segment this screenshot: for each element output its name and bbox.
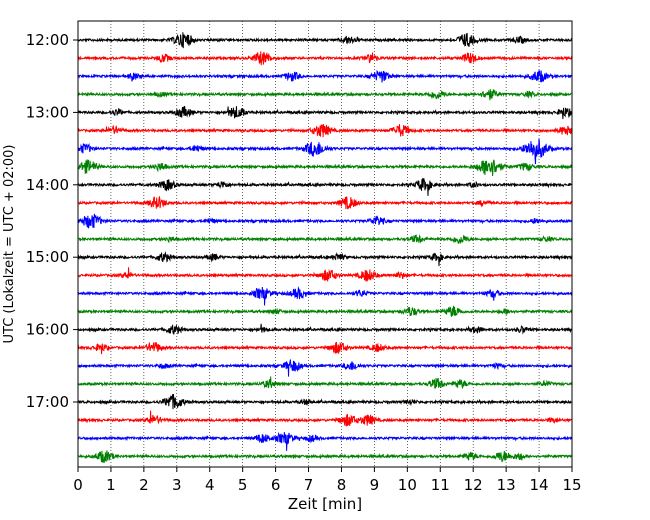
x-axis-label: Zeit [min] <box>288 495 362 513</box>
trace-line <box>77 376 573 390</box>
trace-line <box>77 159 573 176</box>
trace-line <box>77 89 573 101</box>
trace-line <box>77 105 573 120</box>
x-tick-label: 0 <box>73 476 83 494</box>
trace-line <box>77 69 573 83</box>
x-tick-label: 12 <box>464 476 483 494</box>
plot-frame <box>77 20 573 468</box>
x-axis-ticks: 0 1 2 3 4 5 6 7 8 9 10 11 12 13 14 15 <box>73 467 582 494</box>
x-tick-label: 14 <box>530 476 549 494</box>
x-tick-label: 7 <box>304 476 314 494</box>
y-axis-ticks: 12:00 13:00 14:00 15:00 16:00 17:00 <box>26 31 78 411</box>
trace-line <box>77 359 573 377</box>
x-tick-label: 5 <box>238 476 248 494</box>
trace-line <box>77 341 573 355</box>
x-tick-label: 9 <box>370 476 380 494</box>
trace-line <box>77 178 573 196</box>
x-tick-label: 3 <box>172 476 182 494</box>
trace-line <box>77 32 573 49</box>
y-tick-label: 14:00 <box>26 176 69 194</box>
trace-line <box>77 213 573 229</box>
trace-line <box>77 323 573 335</box>
x-tick-label: 4 <box>205 476 215 494</box>
x-tick-label: 1 <box>106 476 116 494</box>
trace-line <box>77 410 573 427</box>
x-tick-label: 6 <box>271 476 281 494</box>
seismic-traces <box>77 32 573 463</box>
y-tick-label: 17:00 <box>26 393 69 411</box>
trace-line <box>77 267 573 282</box>
y-axis-label: UTC (Lokalzeit = UTC + 02:00) <box>2 145 17 344</box>
trace-line <box>77 195 573 210</box>
x-tick-label: 15 <box>562 476 581 494</box>
y-tick-label: 16:00 <box>26 321 69 339</box>
x-tick-label: 2 <box>139 476 149 494</box>
trace-line <box>77 234 573 244</box>
trace-line <box>77 251 573 267</box>
trace-line <box>77 450 573 463</box>
y-tick-label: 12:00 <box>26 31 69 49</box>
y-tick-label: 15:00 <box>26 248 69 266</box>
trace-line <box>77 138 573 165</box>
x-tick-label: 11 <box>431 476 450 494</box>
trace-line <box>77 51 573 66</box>
trace-line <box>77 393 573 410</box>
trace-line <box>77 431 573 451</box>
x-tick-label: 13 <box>497 476 516 494</box>
trace-line <box>77 305 573 317</box>
x-tick-label: 8 <box>337 476 347 494</box>
trace-line <box>77 286 573 306</box>
x-tick-label: 10 <box>398 476 417 494</box>
y-tick-label: 13:00 <box>26 103 69 121</box>
plot-background <box>78 21 572 467</box>
x-gridlines <box>110 21 540 467</box>
trace-line <box>77 124 573 138</box>
